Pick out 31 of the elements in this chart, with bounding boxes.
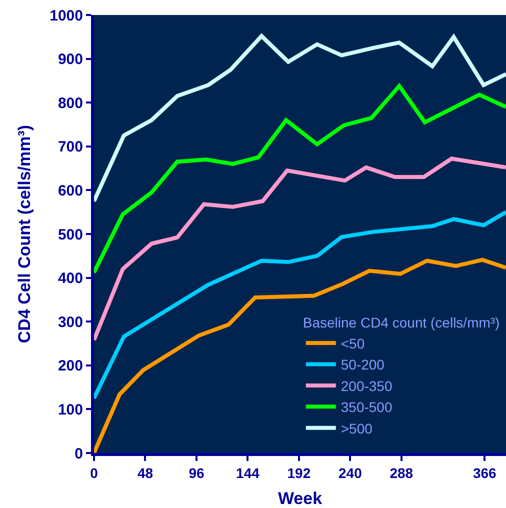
y-tick-label: 500	[58, 226, 83, 244]
legend-label: 350-500	[340, 399, 392, 416]
y-axis-title: CD4 Cell Count (cells/mm³)	[15, 124, 34, 344]
y-tick-label: 0	[74, 445, 83, 462]
y-tick-label: 700	[58, 138, 83, 156]
x-tick-label: 48	[137, 464, 154, 481]
y-tick-label: 1000	[50, 7, 83, 24]
legend-label: 50-200	[340, 356, 385, 373]
x-tick-label: 144	[236, 464, 260, 481]
y-tick-label: 900	[58, 51, 83, 68]
y-tick-label: 800	[58, 94, 83, 112]
x-tick-label: 366	[472, 464, 497, 481]
line-series	[94, 34, 506, 204]
x-tick-label: 96	[188, 464, 204, 481]
legend-label: <50	[340, 336, 365, 352]
x-axis-title: Week	[278, 489, 323, 508]
legend-label: 200-350	[340, 378, 392, 394]
y-tick-label: 300	[58, 314, 83, 331]
y-tick-label: 600	[58, 182, 83, 200]
line-series	[94, 210, 506, 400]
legend-label: >500	[340, 420, 373, 436]
line-series	[94, 258, 506, 453]
line-series	[94, 84, 506, 275]
x-tick-label: 192	[287, 464, 311, 481]
x-tick-label: 240	[338, 464, 362, 481]
legend-title: Baseline CD4 count (cells/mm³)	[302, 314, 500, 330]
x-tick-label: 288	[390, 464, 414, 481]
y-tick-label: 400	[58, 270, 83, 288]
y-tick-label: 100	[58, 401, 83, 418]
x-tick-label: 0	[90, 464, 98, 481]
y-tick-label: 200	[58, 358, 83, 375]
